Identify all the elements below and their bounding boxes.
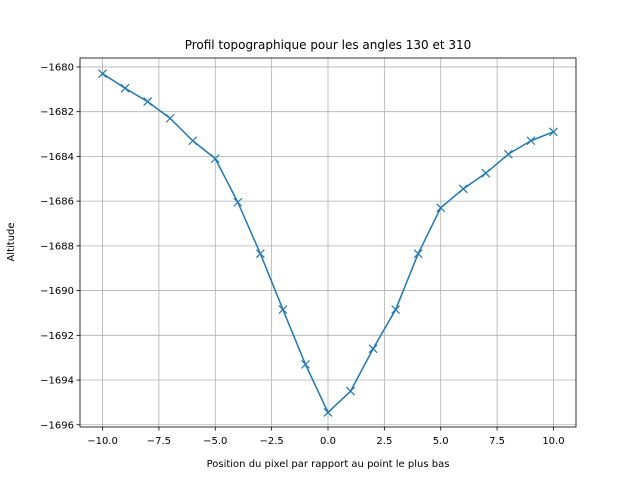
grid — [80, 58, 576, 427]
data-point-marker — [120, 83, 130, 93]
data-point-marker — [143, 97, 153, 107]
data-point-marker — [210, 154, 220, 164]
data-point-marker — [526, 136, 536, 146]
data-point-marker — [255, 249, 265, 259]
data-point-marker — [368, 344, 378, 354]
y-tick-label: −1680 — [40, 62, 74, 73]
x-tick-label: −2.5 — [259, 436, 283, 447]
y-tick-label: −1690 — [40, 286, 74, 297]
data-point-marker — [436, 203, 446, 213]
data-point-marker — [413, 249, 423, 259]
x-tick-label: 0.0 — [320, 436, 336, 447]
x-axis-label: Position du pixel par rapport au point l… — [207, 459, 450, 470]
y-tick-label: −1684 — [40, 152, 74, 163]
y-tick-label: −1696 — [40, 420, 74, 431]
x-tick-label: 2.5 — [376, 436, 392, 447]
x-tick-label: 10.0 — [542, 436, 564, 447]
y-tick-label: −1694 — [40, 376, 74, 387]
y-tick-label: −1682 — [40, 107, 74, 118]
y-tick-label: −1686 — [40, 197, 74, 208]
data-point-marker — [98, 69, 107, 79]
x-tick-label: −5.0 — [203, 436, 227, 447]
x-tick-label: −7.5 — [147, 436, 171, 447]
data-point-marker — [301, 359, 310, 369]
x-tick-label: 5.0 — [433, 436, 449, 447]
x-axis: −10.0 −7.5 −5.0 −2.5 0.0 2.5 5.0 7.5 10.0 — [87, 427, 565, 447]
y-tick-label: −1692 — [40, 331, 74, 342]
series-altitude — [98, 69, 558, 417]
data-point-marker — [481, 168, 491, 178]
data-point-marker — [346, 386, 355, 396]
data-point-marker — [165, 113, 175, 123]
y-axis-label: Altitude — [6, 222, 17, 261]
chart-title: Profil topographique pour les angles 130… — [185, 38, 472, 52]
data-point-marker — [188, 136, 198, 146]
y-tick-label: −1688 — [40, 241, 74, 252]
data-point-marker — [233, 197, 243, 207]
x-tick-label: 7.5 — [489, 436, 505, 447]
data-point-marker — [278, 305, 288, 315]
data-point-marker — [323, 408, 333, 417]
data-point-marker — [458, 184, 468, 194]
data-point-marker — [391, 305, 401, 315]
data-point-marker — [549, 127, 558, 137]
x-tick-label: −10.0 — [87, 436, 118, 447]
y-axis: −1680 −1682 −1684 −1686 −1688 −1690 −1692 −1694… — [40, 62, 80, 431]
data-point-marker — [503, 149, 513, 159]
